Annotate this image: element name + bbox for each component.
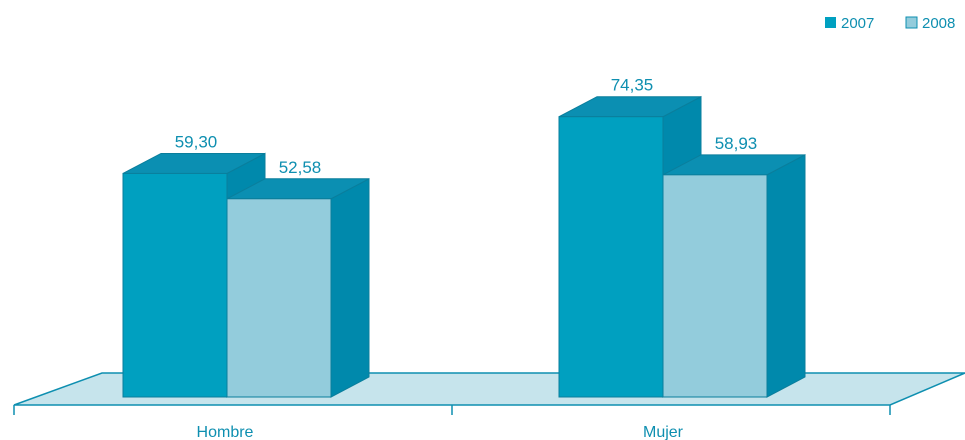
legend-label-2007: 2007 [841, 15, 874, 32]
legend-label-2008: 2008 [922, 15, 955, 32]
legend-swatch-2007 [825, 17, 836, 28]
legend-swatch-2008 [905, 16, 918, 29]
bar-front-hombre-2007 [122, 172, 228, 398]
bar-front-hombre-2008 [226, 198, 332, 398]
bar-front-mujer-2008 [662, 174, 768, 398]
bars-group [122, 95, 806, 398]
bar-side-mujer-2008 [766, 154, 806, 398]
data-label-mujer-2007: 74,35 [611, 76, 654, 95]
bar-side-hombre-2008 [330, 177, 370, 398]
legend: 2007 2008 [825, 15, 955, 32]
x-axis: Hombre Mujer [197, 424, 684, 440]
data-label-hombre-2007: 59,30 [175, 132, 218, 151]
bar-hombre-2008 [226, 177, 370, 398]
bar-mujer-2008 [662, 154, 806, 398]
bar-front-mujer-2007 [558, 116, 664, 398]
data-label-hombre-2008: 52,58 [279, 158, 322, 177]
data-labels-group: 59,30 52,58 74,35 58,93 [175, 76, 758, 177]
data-label-mujer-2008: 58,93 [715, 134, 758, 153]
x-tick-label-mujer: Mujer [643, 424, 684, 440]
x-tick-label-hombre: Hombre [197, 424, 254, 440]
